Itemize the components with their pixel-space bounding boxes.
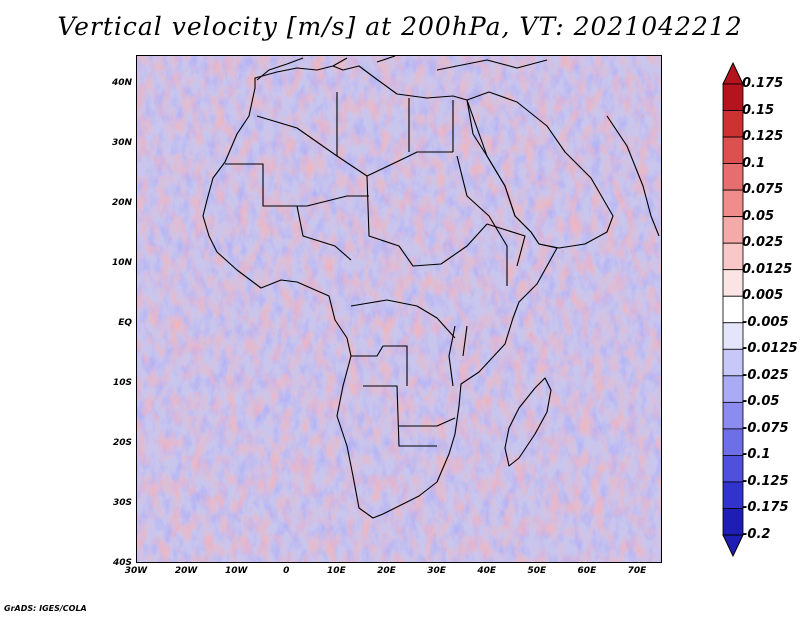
colorbar-segment	[722, 295, 744, 324]
border-south	[363, 385, 456, 447]
lon-tick-label: 10E	[327, 566, 346, 576]
lat-tick-label: 40N	[111, 78, 132, 88]
border-congo	[350, 299, 456, 339]
colorbar-label: 0.025	[742, 235, 784, 251]
colorbar-segment	[722, 163, 744, 191]
colorbar	[722, 62, 744, 557]
iberia-coast	[256, 57, 304, 81]
colorbar-label: 0.05	[742, 208, 775, 224]
colorbar-segment	[722, 481, 744, 509]
lat-tick-label: 30S	[112, 498, 132, 508]
border-central	[366, 175, 488, 267]
field-fine-texture	[137, 56, 661, 562]
lat-tick-label: 20N	[111, 198, 132, 208]
border-sahel	[263, 195, 369, 207]
colorbar-segment	[722, 216, 744, 244]
colorbar-bottom-arrow	[722, 534, 744, 557]
colorbar-segment	[722, 136, 744, 164]
footer-credit: GrADS: IGES/COLA	[4, 604, 87, 613]
lon-tick-label: 20E	[377, 566, 396, 576]
colorbar-label: 0.125	[742, 129, 784, 145]
lon-tick-label: 30W	[124, 566, 148, 576]
lon-tick-label: 0	[283, 566, 290, 576]
colorbar-segment	[722, 189, 744, 218]
colorbar-segment	[722, 83, 744, 111]
velocity-field	[137, 56, 661, 562]
madagascar-coastline	[504, 377, 552, 467]
border-horn	[486, 223, 526, 267]
colorbar-label: -0.05	[742, 394, 780, 410]
colorbar-label: -0.125	[742, 473, 789, 489]
colorbar-segment	[722, 455, 744, 483]
colorbar-segment	[722, 269, 744, 297]
africa-coastline	[202, 65, 558, 519]
lat-tick-label: 10S	[112, 378, 132, 388]
colorbar-label: -0.025	[742, 367, 789, 383]
colorbar-label: 0.075	[742, 182, 784, 198]
colorbar-segment	[722, 348, 744, 377]
lat-tick-label: 10N	[111, 258, 132, 268]
coastlines-and-borders	[202, 56, 660, 519]
lon-tick-label: 20W	[174, 566, 198, 576]
lon-tick-label: 30E	[427, 566, 446, 576]
colorbar-segment	[722, 242, 744, 271]
lat-tick-label: 40S	[112, 558, 132, 568]
map-frame	[136, 55, 662, 563]
lat-tick-label: 20S	[112, 438, 132, 448]
colorbar-label: 0.1	[742, 155, 766, 171]
colorbar-top-arrow	[722, 62, 744, 85]
border-libya-egypt	[336, 92, 454, 156]
colorbar-label: 0.175	[742, 76, 784, 91]
lon-tick-label: 10W	[224, 566, 248, 576]
lon-tick-label: 50E	[527, 566, 547, 576]
colorbar-label: 0.15	[742, 102, 775, 118]
lon-tick-label: 70E	[627, 566, 647, 576]
colorbar-segment	[722, 428, 744, 456]
india-coast	[606, 115, 660, 237]
colorbar-label: -0.175	[742, 500, 789, 516]
colorbar-segment	[722, 508, 744, 536]
colorbar-label: 0.005	[742, 288, 784, 304]
lon-tick-label: 60E	[577, 566, 597, 576]
mediterranean-north	[332, 56, 548, 71]
colorbar-label: -0.005	[742, 314, 789, 330]
lat-tick-label: 30N	[111, 138, 132, 148]
colorbar-label: -0.0125	[742, 341, 798, 357]
map-title: Vertical velocity [m/s] at 200hPa, VT: 2…	[57, 12, 743, 41]
border-lakes	[448, 325, 468, 387]
colorbar-segment	[722, 110, 744, 138]
colorbar-segment	[722, 375, 744, 403]
colorbar-segment	[722, 322, 744, 350]
border-east	[456, 155, 508, 286]
lat-tick-label: EQ	[118, 318, 132, 328]
colorbar-segment	[722, 401, 744, 430]
colorbar-label: -0.1	[742, 447, 771, 463]
arabian-peninsula	[466, 91, 614, 249]
colorbar-label: 0.0125	[742, 261, 793, 277]
colorbar-label: -0.075	[742, 420, 789, 436]
lon-tick-label: 40E	[477, 566, 497, 576]
colorbar-label: -0.2	[742, 527, 771, 542]
border-angola	[351, 345, 408, 386]
